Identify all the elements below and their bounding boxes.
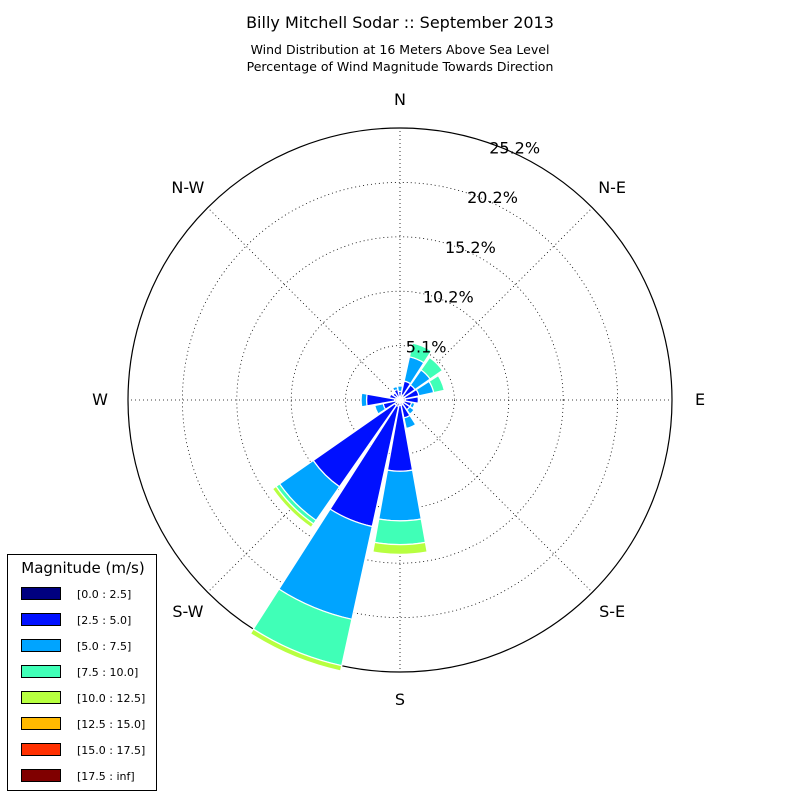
legend-label: [5.0 : 7.5]	[77, 640, 132, 653]
direction-label: S	[395, 690, 405, 709]
windrose-bar-segment	[388, 393, 398, 400]
direction-label: N-W	[171, 178, 204, 197]
windrose-bar-segment	[408, 342, 433, 364]
windrose-bar-segment	[428, 374, 445, 394]
legend-swatch	[21, 587, 61, 600]
legend-title: Magnitude (m/s)	[21, 559, 145, 577]
legend-swatch	[21, 691, 61, 704]
legend-swatch	[21, 717, 61, 730]
legend-item: [15.0 : 17.5]	[21, 743, 151, 759]
legend-item: [5.0 : 7.5]	[21, 639, 151, 655]
radial-tick-label: 10.2%	[423, 288, 474, 307]
legend-item: [2.5 : 5.0]	[21, 613, 151, 629]
radial-tick-label: 15.2%	[445, 238, 496, 257]
windrose-bar-segment	[391, 385, 399, 392]
legend-label: [10.0 : 12.5]	[77, 692, 146, 705]
radial-tick-labels: 5.1% 10.2% 15.2% 20.2% 25.2%	[406, 139, 540, 357]
direction-label: W	[92, 390, 108, 409]
legend-item: [0.0 : 2.5]	[21, 587, 151, 603]
grid-spoke	[399, 207, 593, 401]
direction-labels: N N-E E S-E S S-W W N-W	[92, 90, 705, 709]
direction-label: S-W	[172, 602, 203, 621]
legend-label: [17.5 : inf]	[77, 770, 135, 783]
radial-tick-label: 25.2%	[489, 139, 540, 158]
legend-item: [10.0 : 12.5]	[21, 691, 151, 707]
windrose-bar-segment	[404, 396, 419, 404]
outer-circle	[127, 127, 673, 673]
legend-item: [17.5 : inf]	[21, 769, 151, 785]
grid-spoke	[399, 399, 593, 593]
chart-title: Billy Mitchell Sodar :: September 2013	[246, 13, 554, 32]
windrose-bar-segment	[403, 414, 417, 430]
windrose-bar-segment	[420, 356, 444, 380]
grid-circle	[345, 345, 455, 455]
direction-label: S-E	[599, 602, 625, 621]
direction-label: N-E	[598, 178, 626, 197]
legend-swatch	[21, 639, 61, 652]
legend-label: [7.5 : 10.0]	[77, 666, 139, 679]
legend-label: [2.5 : 5.0]	[77, 614, 132, 627]
legend-item: [7.5 : 10.0]	[21, 665, 151, 681]
windrose-bar-segment	[360, 392, 368, 408]
windrose-bar-segment	[373, 402, 387, 415]
direction-label: N	[394, 90, 406, 109]
windrose-bar-segment	[405, 405, 416, 416]
windrose-bar-segment	[373, 518, 427, 546]
windrose-bar-segment	[378, 469, 422, 522]
legend-item: [12.5 : 15.0]	[21, 717, 151, 733]
legend-label: [15.0 : 17.5]	[77, 744, 146, 757]
legend-swatch	[21, 613, 61, 626]
grid-circle	[236, 236, 564, 564]
chart-subtitle-line-2: Percentage of Wind Magnitude Towards Dir…	[247, 59, 554, 74]
legend: Magnitude (m/s) [0.0 : 2.5] [2.5 : 5.0] [5…	[7, 554, 157, 791]
windrose-bar-segment	[372, 541, 428, 555]
grid-circle	[181, 181, 619, 619]
radial-tick-label: 5.1%	[406, 337, 447, 356]
windrose-bar-segment	[249, 628, 343, 672]
legend-label: [12.5 : 15.0]	[77, 718, 146, 731]
legend-swatch	[21, 769, 61, 782]
direction-label: E	[695, 390, 705, 409]
legend-swatch	[21, 665, 61, 678]
chart-subtitle-line-1: Wind Distribution at 16 Meters Above Sea…	[251, 42, 550, 57]
windrose-bar-segment	[271, 485, 315, 529]
grid-spoke	[207, 207, 401, 401]
windrose-bars	[249, 342, 445, 672]
legend-label: [0.0 : 2.5]	[77, 588, 132, 601]
radial-tick-label: 20.2%	[467, 188, 518, 207]
legend-swatch	[21, 743, 61, 756]
